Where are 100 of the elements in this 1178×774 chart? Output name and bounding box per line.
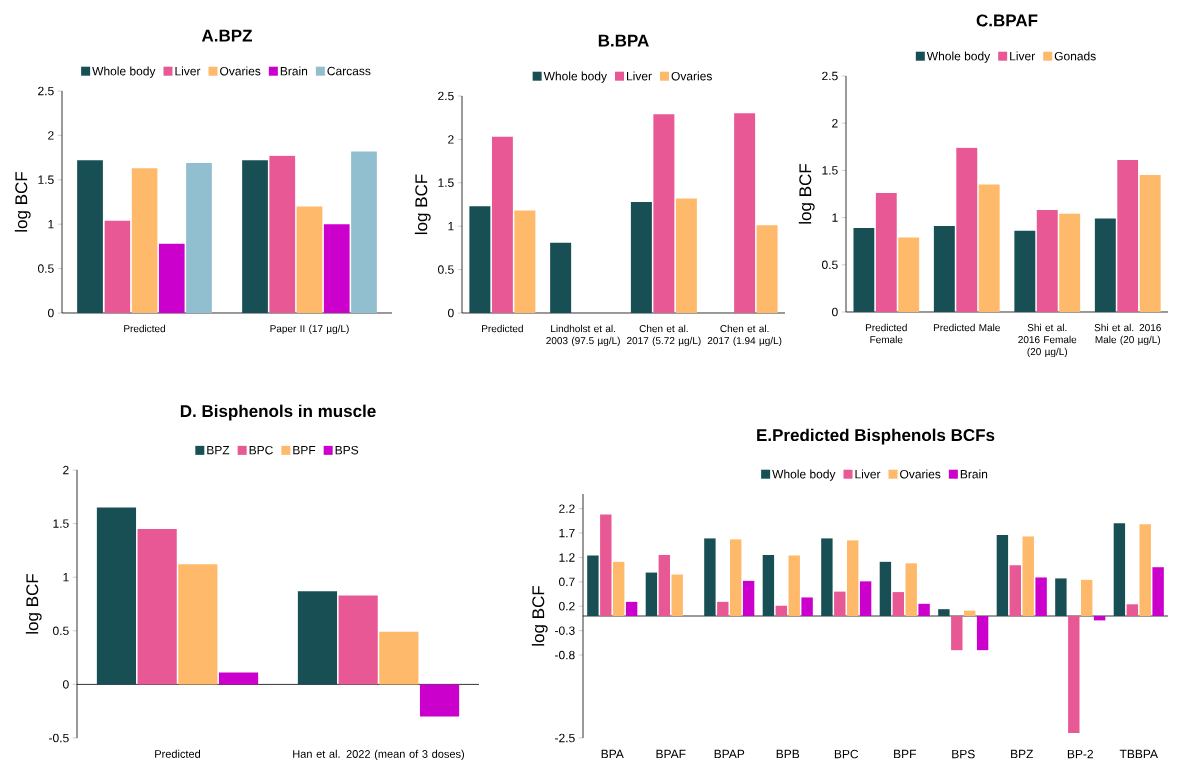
bar bbox=[951, 616, 963, 651]
bar bbox=[158, 243, 185, 313]
x-tick-label: Han et al. 2022 (mean of 3 doses) bbox=[293, 749, 464, 761]
bar bbox=[704, 538, 716, 616]
y-tick-label: 1.5 bbox=[822, 166, 838, 175]
bar bbox=[853, 227, 875, 312]
y-tick-label: -0.8 bbox=[555, 650, 575, 660]
chart-title: C.BPAF bbox=[976, 14, 1038, 27]
chart-title: E.Predicted Bisphenols BCFs bbox=[757, 428, 995, 445]
x-tick-label: Predicted bbox=[155, 749, 201, 758]
bar bbox=[675, 198, 697, 313]
bar bbox=[875, 193, 897, 312]
chart-title: A.BPZ bbox=[201, 29, 253, 42]
bar bbox=[775, 605, 788, 616]
bar bbox=[859, 581, 872, 616]
y-tick-label: 0 bbox=[63, 680, 69, 689]
bar bbox=[242, 160, 268, 313]
x-tick-label: BPAF bbox=[656, 749, 686, 759]
x-tick-label: TBBPA bbox=[1119, 749, 1158, 759]
y-tick-label: 2.5 bbox=[822, 71, 838, 81]
bar bbox=[1036, 210, 1058, 312]
bar bbox=[514, 210, 536, 313]
y-axis-title: log BCF bbox=[531, 586, 548, 646]
legend-label: BPS bbox=[335, 445, 359, 455]
legend-label: Brain bbox=[280, 66, 308, 76]
y-tick-label: 0.7 bbox=[558, 577, 575, 587]
x-tick-label: BPS bbox=[952, 749, 975, 759]
x-tick-label: BPAP bbox=[714, 749, 745, 759]
y-tick-label: 0 bbox=[448, 308, 454, 318]
bar bbox=[892, 592, 905, 616]
y-tick-label: 1 bbox=[448, 222, 454, 231]
bar bbox=[1126, 604, 1138, 616]
bar bbox=[1152, 567, 1164, 616]
legend-label: Ovaries bbox=[671, 71, 712, 81]
bar bbox=[762, 555, 775, 616]
x-tick-label: Paper II (17 µg/L) bbox=[270, 324, 349, 335]
bar bbox=[1113, 523, 1126, 616]
bar bbox=[1139, 524, 1151, 616]
bar bbox=[905, 563, 917, 616]
bar bbox=[104, 220, 131, 313]
legend-label: Liver bbox=[855, 469, 881, 479]
y-tick-label: 0 bbox=[48, 308, 54, 318]
y-tick-label: 2 bbox=[63, 465, 69, 475]
bar bbox=[419, 684, 460, 717]
bar bbox=[996, 534, 1009, 616]
bar bbox=[630, 201, 652, 313]
bar bbox=[658, 555, 671, 616]
y-tick-label: 2 bbox=[832, 119, 838, 128]
bar bbox=[1022, 536, 1034, 616]
y-tick-label: 1.5 bbox=[438, 178, 454, 187]
legend-label: Liver bbox=[1010, 51, 1035, 61]
bar bbox=[1059, 213, 1081, 312]
y-tick-label: 1.2 bbox=[559, 553, 575, 562]
bar bbox=[1055, 578, 1067, 616]
y-tick-label: -0.5 bbox=[49, 733, 69, 743]
legend-label: Gonads bbox=[1054, 51, 1096, 61]
y-tick-label: 2 bbox=[448, 135, 454, 144]
x-tick-label: Predicted Male bbox=[933, 323, 1000, 332]
bar bbox=[77, 160, 103, 313]
bar bbox=[1081, 579, 1093, 616]
bar bbox=[717, 601, 729, 616]
bar bbox=[801, 597, 813, 616]
bar bbox=[964, 610, 976, 616]
x-tick-label: Shi et al. 2016 Male (20 µg/L) bbox=[1094, 323, 1161, 346]
bar bbox=[186, 162, 212, 313]
bar bbox=[1068, 616, 1080, 734]
y-tick-label: 1 bbox=[832, 213, 838, 222]
x-tick-label: Shi et al. 2016 Female (20 µg/L) bbox=[1018, 323, 1077, 358]
x-tick-label: BPA bbox=[601, 749, 624, 759]
bar bbox=[834, 591, 846, 616]
y-tick-label: 0.5 bbox=[37, 264, 54, 273]
legend-label: Liver bbox=[175, 66, 201, 76]
y-tick-label: 1.5 bbox=[38, 175, 54, 184]
y-axis-title: log BCF bbox=[25, 574, 42, 634]
bar bbox=[671, 574, 683, 616]
y-tick-label: -0.3 bbox=[555, 626, 575, 635]
legend-label: Whole body bbox=[926, 51, 991, 63]
bar bbox=[879, 561, 892, 616]
bar bbox=[645, 572, 658, 616]
x-tick-label: BPC bbox=[834, 749, 859, 759]
legend-label: Carcass bbox=[327, 66, 371, 76]
bar bbox=[296, 206, 323, 313]
bar bbox=[269, 155, 296, 313]
bar bbox=[351, 151, 377, 313]
bar bbox=[938, 609, 950, 616]
y-tick-label: 0.5 bbox=[52, 626, 69, 636]
x-tick-label: Predicted bbox=[124, 324, 165, 333]
bar bbox=[1014, 230, 1036, 312]
y-tick-label: 2 bbox=[48, 131, 54, 140]
legend-label: Whole body bbox=[772, 469, 836, 481]
bar bbox=[1117, 160, 1139, 312]
x-tick-label: BPF bbox=[894, 749, 916, 759]
x-tick-label: Lindholst et al. 2003 (97.5 µg/L) bbox=[546, 324, 620, 347]
legend-label: BPF bbox=[293, 445, 316, 455]
bar bbox=[978, 184, 1000, 312]
bar bbox=[600, 514, 612, 616]
y-tick-label: 2.2 bbox=[559, 504, 575, 513]
y-tick-label: 1.5 bbox=[53, 519, 69, 528]
bar bbox=[730, 539, 742, 616]
legend-label: Ovaries bbox=[220, 66, 261, 76]
